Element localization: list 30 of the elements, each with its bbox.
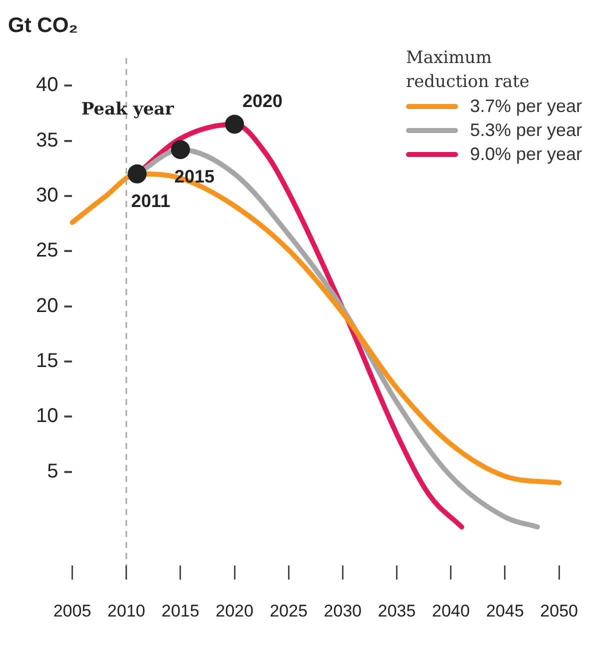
y-tick-label: 25 <box>36 240 58 262</box>
x-tick-label: 2050 <box>540 601 578 620</box>
x-tick-label: 2045 <box>486 601 524 620</box>
legend-label: 5.3% per year <box>470 119 582 142</box>
x-tick-label: 2035 <box>378 601 416 620</box>
x-tick-label: 2040 <box>432 601 470 620</box>
annotation: 2011 <box>131 190 170 211</box>
x-tick-label: 2010 <box>107 601 146 620</box>
y-tick-label: 20 <box>36 294 58 317</box>
point <box>170 140 190 160</box>
y-tick-label: 10 <box>36 405 58 428</box>
point <box>128 164 147 184</box>
x-tick-label: 2005 <box>53 601 92 620</box>
legend-label: 9.0% per year <box>470 143 582 166</box>
legend-title: Maximum reduction rate <box>406 47 530 94</box>
x-tick-label: 2015 <box>162 601 200 620</box>
legend-label: 3.7% per year <box>470 95 582 118</box>
x-tick-label: 2030 <box>324 601 362 620</box>
x-tick-label: 2025 <box>270 601 308 620</box>
annotation: 2020 <box>242 91 283 112</box>
y-axis-title: Gt CO₂ <box>8 14 78 38</box>
y-tick-label: 35 <box>36 129 58 152</box>
point <box>225 114 244 134</box>
y-tick-label: 30 <box>36 184 58 206</box>
x-tick-label: 2020 <box>216 601 254 620</box>
annotation: 2015 <box>174 166 214 187</box>
y-tick-label: 40 <box>36 74 58 96</box>
y-tick-label: 15 <box>36 350 58 372</box>
ref-line-label: Peak year <box>81 99 175 120</box>
y-tick-label: 5 <box>47 460 58 482</box>
